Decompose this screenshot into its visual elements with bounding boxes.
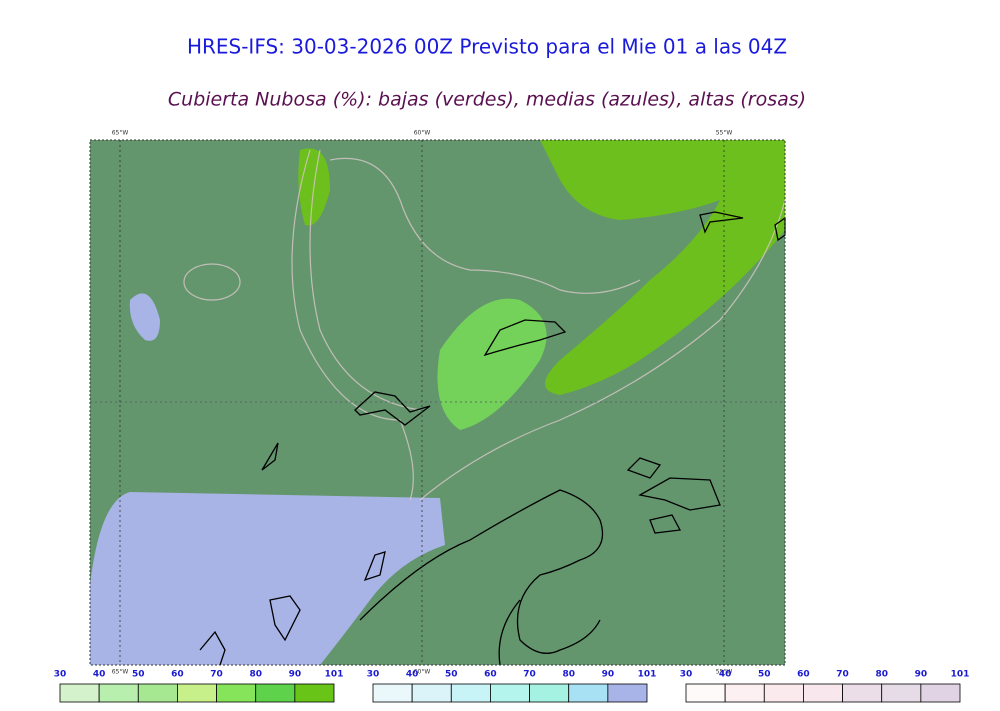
high-cloud-contour <box>329 157 641 294</box>
colorbar-cell <box>216 683 257 703</box>
colorbar-tick-label: 80 <box>562 670 575 680</box>
longitude-label: 55°W <box>716 669 733 676</box>
colorbar-cell <box>137 683 178 703</box>
colorbar-cell <box>294 683 335 703</box>
colorbar-tick-label: 50 <box>445 670 458 680</box>
colorbar-cell <box>177 683 217 703</box>
colorbar-tick-label: 60 <box>484 670 497 680</box>
mid-cloud-patch <box>129 293 160 341</box>
colorbar-cell <box>607 683 648 703</box>
longitude-label: 65°W <box>112 669 129 676</box>
map-frame <box>89 139 786 666</box>
longitude-labels: 65°W 60°W 55°W 65°W 60°W 55°W <box>112 130 733 676</box>
colorbar-tick-label: 40 <box>406 670 419 680</box>
colorbar-tick-label: 70 <box>836 670 849 680</box>
coastline <box>261 442 279 471</box>
colorbar-cell <box>255 683 296 703</box>
colorbar-cell <box>842 683 883 703</box>
colorbar-cell <box>763 683 804 703</box>
colorbar-tick-label: 80 <box>875 670 888 680</box>
colorbar-tick-label: 70 <box>523 670 536 680</box>
colorbar-tick-label: 70 <box>210 670 223 680</box>
colorbar-cell <box>98 683 139 703</box>
mid-cloud-area <box>90 492 445 665</box>
colorbar-cell <box>490 683 530 703</box>
colorbar-tick-label: 50 <box>758 670 771 680</box>
low-cloud-patch <box>437 298 547 430</box>
high-cloud-contour <box>419 199 786 501</box>
map <box>89 139 786 666</box>
colorbar-tick-label: 90 <box>289 670 302 680</box>
colorbar-tick-label: 90 <box>915 670 928 680</box>
colorbar-tick-label: 60 <box>171 670 184 680</box>
colorbar-cell <box>450 683 491 703</box>
high-cloud-contour <box>183 263 241 301</box>
longitude-label: 60°W <box>414 130 431 137</box>
colorbar-cell <box>803 683 843 703</box>
longitude-label: 55°W <box>716 130 733 137</box>
colorbar-tick-label: 30 <box>367 670 380 680</box>
colorbar-tick-label: 30 <box>54 670 67 680</box>
colorbar-tick-label: 30 <box>680 670 693 680</box>
longitude-label: 60°W <box>414 669 431 676</box>
colorbar-cell <box>685 683 726 703</box>
colorbar-tick-label: 101 <box>325 670 344 680</box>
high-cloud-contour <box>309 149 421 411</box>
colorbar-cell <box>724 683 765 703</box>
colorbar-cell <box>920 683 961 703</box>
colorbar-cell <box>568 683 609 703</box>
colorbars: 30 40 50 60 70 80 90 101 30 40 50 60 70 80 90 101 30 40 50… <box>54 670 970 703</box>
subtitle: Cubierta Nubosa (%): bajas (verdes), med… <box>168 89 806 111</box>
coastline <box>483 319 567 357</box>
colorbar-cell <box>411 683 452 703</box>
longitude-label: 65°W <box>112 130 129 137</box>
coastline <box>626 457 721 534</box>
colorbar-tick-label: 101 <box>951 670 970 680</box>
colorbar-tick-label: 50 <box>132 670 145 680</box>
low-cloud-band <box>540 140 785 395</box>
colorbar-cell <box>372 683 413 703</box>
colorbar-tick-label: 40 <box>719 670 732 680</box>
colorbar-tick-label: 40 <box>93 670 106 680</box>
colorbar-tick-label: 90 <box>602 670 615 680</box>
colorbar-cell <box>881 683 922 703</box>
colorbar-cell <box>59 683 100 703</box>
colorbar-cell <box>529 683 570 703</box>
high-cloud-contour <box>291 149 414 501</box>
colorbar-tick-label: 101 <box>638 670 657 680</box>
colorbar-tick-label: 80 <box>249 670 262 680</box>
coastline <box>359 489 604 666</box>
coastline <box>199 551 386 666</box>
colorbar-tick-label: 60 <box>797 670 810 680</box>
coastline <box>354 391 431 426</box>
title: HRES-IFS: 30-03-2026 00Z Previsto para e… <box>187 35 787 59</box>
